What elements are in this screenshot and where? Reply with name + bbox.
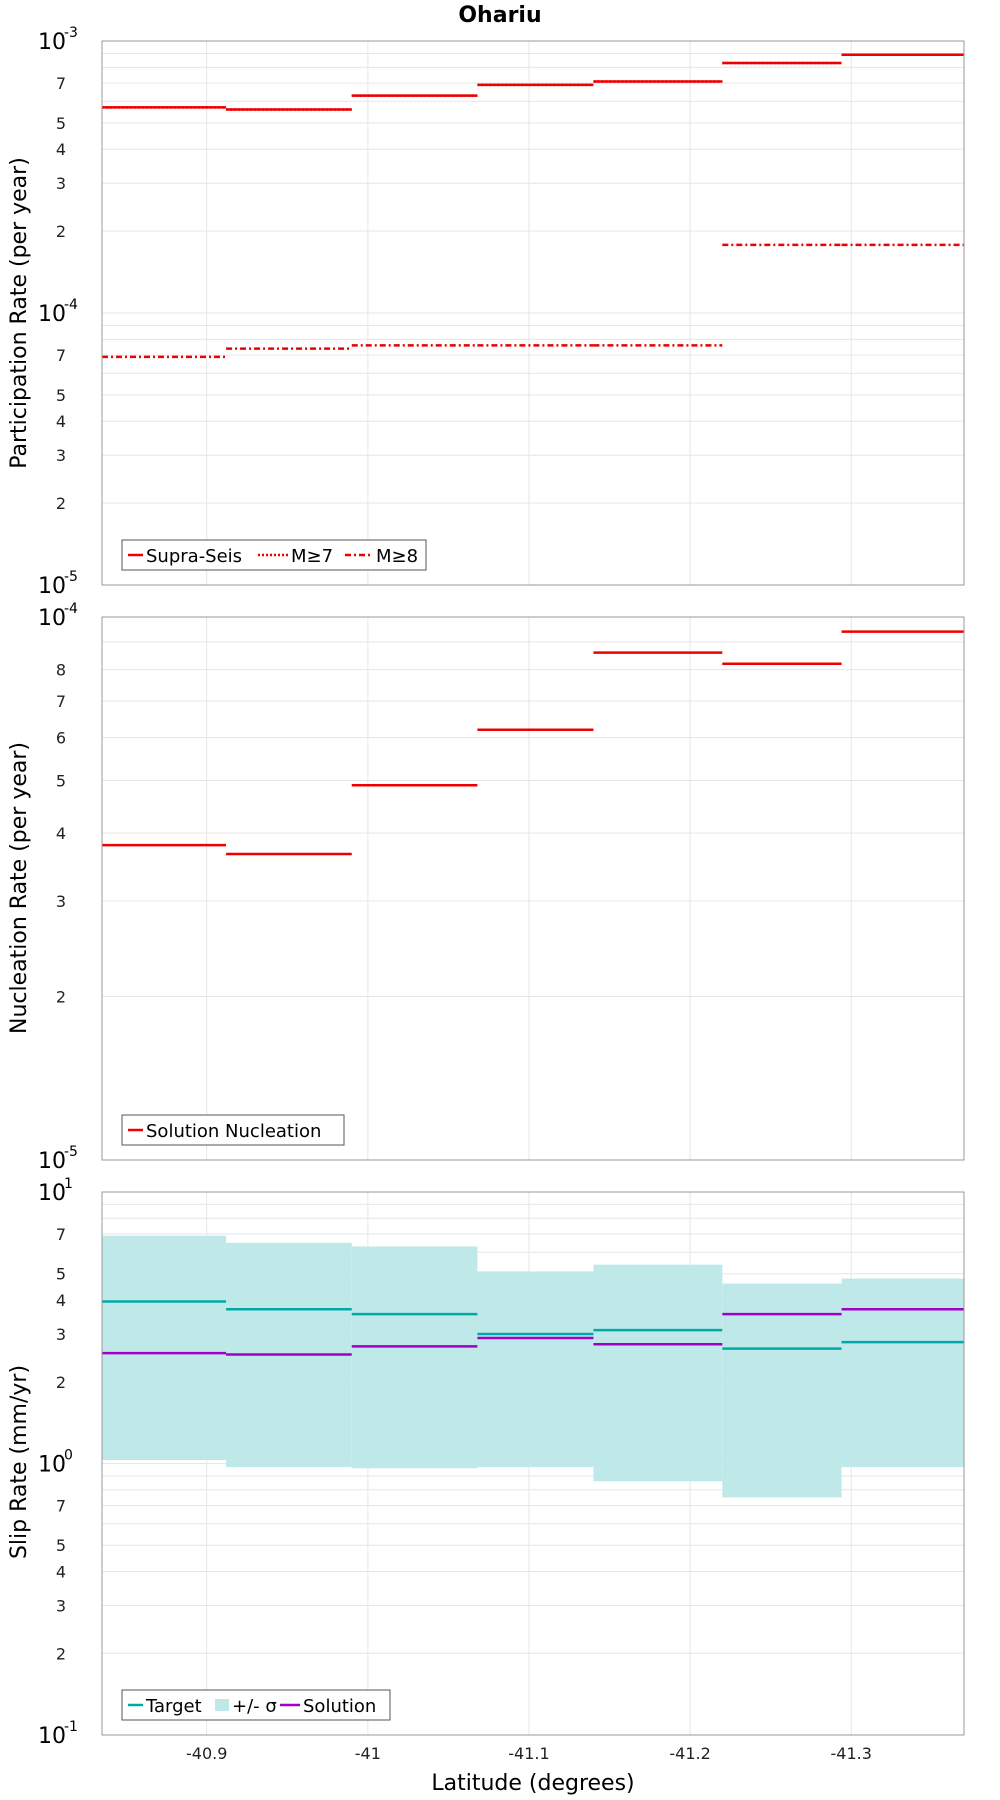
band-segment-series [722, 1283, 842, 1498]
y-tick-label: 2 [56, 1373, 66, 1392]
y-decade-label: 10 [38, 1453, 66, 1478]
legend-label-solution: Solution [303, 1696, 376, 1717]
y-decade-label: 10 [38, 302, 66, 327]
legend-label-m8: M≥8 [376, 546, 418, 567]
legend-label-target: Target [145, 1696, 202, 1717]
y-decade-label: 10 [38, 1149, 66, 1174]
y-decade-exponent: 1 [64, 1176, 73, 1192]
y-tick-label: 3 [56, 892, 66, 911]
y-decade-exponent: 0 [64, 1448, 73, 1464]
y-decade-exponent: -1 [64, 1719, 78, 1735]
y-tick-label: 3 [56, 174, 66, 193]
plot-frame [101, 40, 965, 586]
y-tick-label: 2 [56, 1644, 66, 1663]
plot-frame [101, 1191, 965, 1736]
y-decade-exponent: -5 [64, 1144, 78, 1160]
y-tick-label: 5 [56, 1536, 66, 1555]
legend-box [121, 1114, 345, 1146]
y-tick-label: 8 [56, 661, 66, 680]
legend-swatch-sigma [215, 1699, 229, 1711]
y-tick-label: 5 [56, 771, 66, 790]
legend: Target +/- σ Solution [121, 1689, 391, 1721]
x-tick-label: -41.3 [831, 1744, 872, 1763]
band-segment-series [102, 1235, 227, 1461]
y-axis-label: Nucleation Rate (per year) [7, 742, 32, 1034]
band-segment-series [351, 1246, 478, 1469]
y-decade-label: 10 [38, 574, 66, 599]
y-decade-exponent: -4 [64, 297, 78, 313]
x-axis-label: Latitude (degrees) [431, 1771, 634, 1796]
y-axis-label: Participation Rate (per year) [7, 157, 32, 469]
y-tick-label: 5 [56, 1265, 66, 1284]
band-segment-series [841, 1278, 964, 1468]
legend: Solution Nucleation [121, 1114, 345, 1146]
y-tick-label: 4 [56, 140, 66, 159]
x-tick-label: -40.9 [186, 1744, 227, 1763]
y-tick-label: 5 [56, 114, 66, 133]
x-tick-label: -41 [355, 1744, 381, 1763]
y-tick-label: 4 [56, 824, 66, 843]
y-decade-label: 10 [38, 30, 66, 55]
y-decade-exponent: -4 [64, 601, 78, 617]
legend: Supra-Seis M≥7 M≥8 [121, 539, 427, 571]
y-decade-label: 10 [38, 606, 66, 631]
legend-label-m7: M≥7 [291, 546, 333, 567]
band-segment-series [477, 1271, 594, 1468]
y-tick-label: 5 [56, 386, 66, 405]
y-tick-label: 3 [56, 1596, 66, 1615]
y-tick-label: 7 [56, 1225, 66, 1244]
y-tick-label: 7 [56, 74, 66, 93]
plot-frame [101, 616, 965, 1161]
chart-title: Ohariu [458, 3, 541, 28]
y-decade-exponent: -3 [64, 25, 78, 41]
legend-label-supra-seis: Supra-Seis [146, 546, 242, 567]
legend-box [121, 1689, 391, 1721]
x-tick-label: -41.2 [669, 1744, 710, 1763]
y-decade-label: 10 [38, 1181, 66, 1206]
y-tick-label: 6 [56, 728, 66, 747]
y-tick-label: 2 [56, 494, 66, 513]
y-tick-label: 7 [56, 692, 66, 711]
y-tick-label: 2 [56, 222, 66, 241]
y-tick-label: 7 [56, 346, 66, 365]
y-tick-label: 4 [56, 412, 66, 431]
legend-label-sigma: +/- σ [232, 1696, 277, 1717]
y-axis-label: Slip Rate (mm/yr) [7, 1365, 32, 1559]
y-tick-label: 3 [56, 1325, 66, 1344]
y-tick-label: 4 [56, 1291, 66, 1310]
y-tick-label: 3 [56, 446, 66, 465]
y-tick-label: 7 [56, 1497, 66, 1516]
y-decade-label: 10 [38, 1724, 66, 1749]
y-tick-label: 4 [56, 1563, 66, 1582]
y-decade-exponent: -5 [64, 569, 78, 585]
legend-label-solution-nucleation: Solution Nucleation [146, 1121, 321, 1142]
band-segment-series [593, 1264, 723, 1482]
x-tick-label: -41.1 [508, 1744, 549, 1763]
y-tick-label: 2 [56, 988, 66, 1007]
